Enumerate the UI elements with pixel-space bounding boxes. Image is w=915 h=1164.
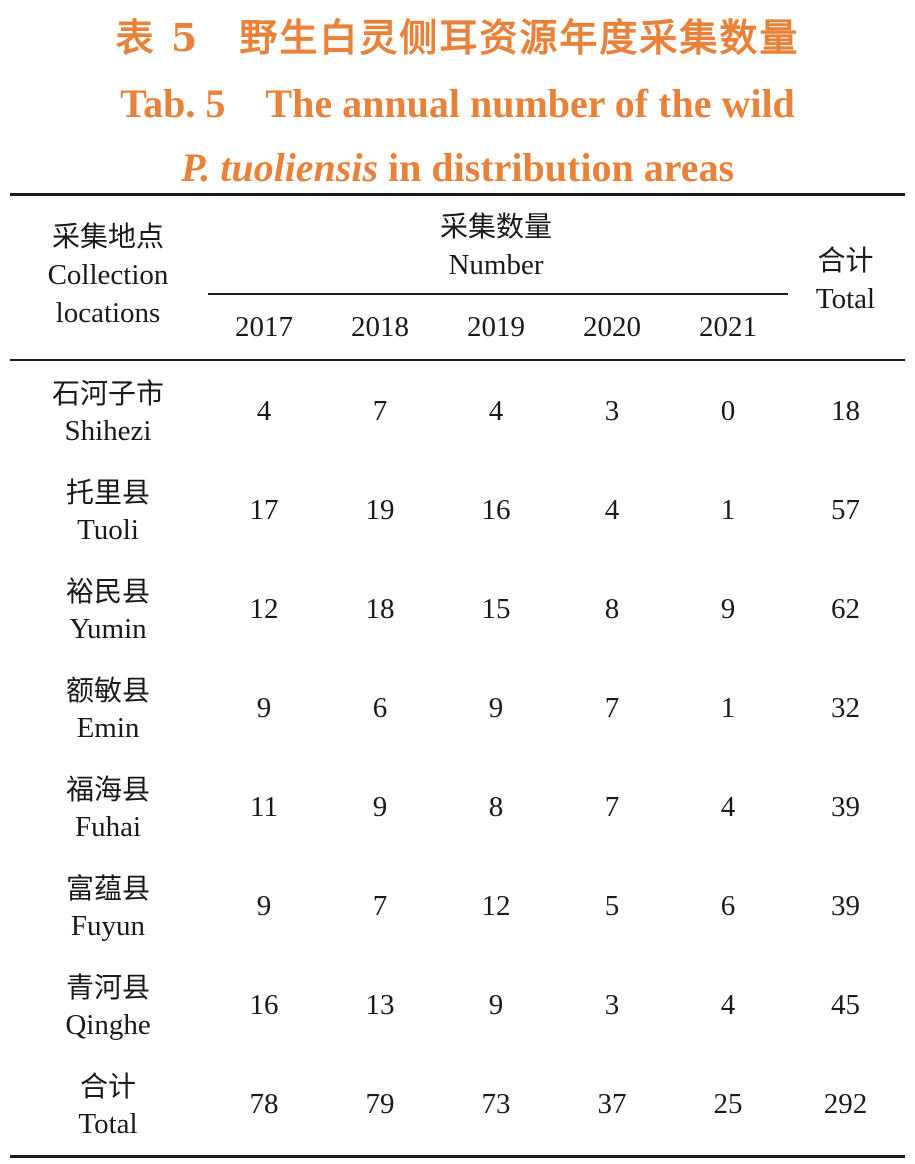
caption-species-name: P. tuoliensis [180,145,379,190]
header-number-en: Number [448,249,544,281]
value-cell: 7 [372,890,388,922]
header-location-en2: locations [55,297,161,329]
total-cell: 32 [831,692,860,724]
table-top-rule [10,193,905,196]
value-cell: 3 [604,989,620,1021]
table-row: 托里县 Tuoli 17 19 16 4 1 57 [10,461,905,560]
header-year-2019: 2019 [467,311,525,343]
value-cell: 7 [604,791,620,823]
value-cell: 12 [249,593,279,625]
location-cell: 青河县 Qinghe [65,970,151,1041]
value-cell: 4 [488,395,504,427]
header-total: 合计 Total [786,242,905,318]
value-cell: 5 [604,890,620,922]
value-cell: 9 [488,692,504,724]
location-cell: 富蕴县 Fuyun [65,871,150,942]
value-cell: 6 [372,692,388,724]
table-row-total: 合计 Total 78 79 73 37 25 292 [10,1055,905,1154]
value-cell: 12 [481,890,511,922]
value-cell: 15 [481,593,511,625]
value-cell: 78 [249,1088,279,1120]
total-cell: 45 [831,989,860,1021]
value-cell: 8 [604,593,620,625]
header-location-en1: Collection [47,259,169,291]
value-cell: 16 [249,989,279,1021]
value-cell: 4 [720,989,736,1021]
location-cell: 合计 Total [78,1069,138,1140]
value-cell: 18 [365,593,395,625]
header-number: 采集数量 Number [206,208,786,284]
total-cell: 18 [831,395,860,427]
value-cell: 7 [604,692,620,724]
value-cell: 16 [481,494,511,526]
caption-english-line2-rest: in distribution areas [378,145,735,190]
total-cell: 292 [823,1088,868,1120]
value-cell: 9 [256,692,272,724]
value-cell: 9 [256,890,272,922]
header-location: 采集地点 Collection locations [10,218,206,332]
value-cell: 17 [249,494,279,526]
value-cell: 8 [488,791,504,823]
value-cell: 1 [720,692,736,724]
header-subrule [208,293,788,295]
table-row: 裕民县 Yumin 12 18 15 8 9 62 [10,560,905,659]
value-cell: 11 [250,791,278,823]
data-table: 石河子市 Shihezi 4 7 4 3 0 18 托里县 Tuoli 17 19 … [10,362,905,1154]
header-total-cn: 合计 [817,244,874,277]
value-cell: 4 [604,494,620,526]
location-cell: 裕民县 Yumin [65,574,150,645]
header-year-2021: 2021 [699,311,757,343]
header-total-en: Total [815,283,876,315]
value-cell: 25 [713,1088,743,1120]
table-row: 石河子市 Shihezi 4 7 4 3 0 18 [10,362,905,461]
data-table-body: 石河子市 Shihezi 4 7 4 3 0 18 托里县 Tuoli 17 19 … [10,362,905,1154]
header-year-2020: 2020 [583,311,641,343]
table-row: 富蕴县 Fuyun 9 7 12 5 6 39 [10,857,905,956]
location-cell: 托里县 Tuoli [65,475,150,546]
value-cell: 19 [365,494,395,526]
value-cell: 9 [372,791,388,823]
table-bottom-rule [10,1155,905,1158]
value-cell: 73 [481,1088,511,1120]
table-header-rule [10,359,905,361]
caption-english-line1: Tab. 5 The annual number of the wild [120,81,795,126]
location-cell: 额敏县 Emin [65,673,150,744]
value-cell: 3 [604,395,620,427]
value-cell: 7 [372,395,388,427]
table-row: 青河县 Qinghe 16 13 9 3 4 45 [10,956,905,1055]
total-cell: 57 [831,494,860,526]
value-cell: 6 [720,890,736,922]
value-cell: 4 [256,395,272,427]
value-cell: 37 [597,1088,627,1120]
value-cell: 13 [365,989,395,1021]
header-year-2018: 2018 [351,311,409,343]
value-cell: 0 [720,395,736,427]
value-cell: 9 [488,989,504,1021]
total-cell: 39 [831,791,860,823]
value-cell: 1 [720,494,736,526]
header-number-cn: 采集数量 [439,210,552,243]
caption-chinese: 表 5 野生白灵侧耳资源年度采集数量 [115,15,800,60]
caption-english-line2: P. tuoliensis in distribution areas [0,142,915,194]
total-cell: 39 [831,890,860,922]
location-cell: 石河子市 Shihezi [51,376,164,447]
value-cell: 9 [720,593,736,625]
header-year-2017: 2017 [235,311,293,343]
table-row: 福海县 Fuhai 11 9 8 7 4 39 [10,758,905,857]
value-cell: 4 [720,791,736,823]
total-cell: 62 [831,593,860,625]
location-cell: 福海县 Fuhai [65,772,150,843]
value-cell: 79 [365,1088,395,1120]
table-row: 额敏县 Emin 9 6 9 7 1 32 [10,659,905,758]
header-location-cn: 采集地点 [51,220,164,253]
